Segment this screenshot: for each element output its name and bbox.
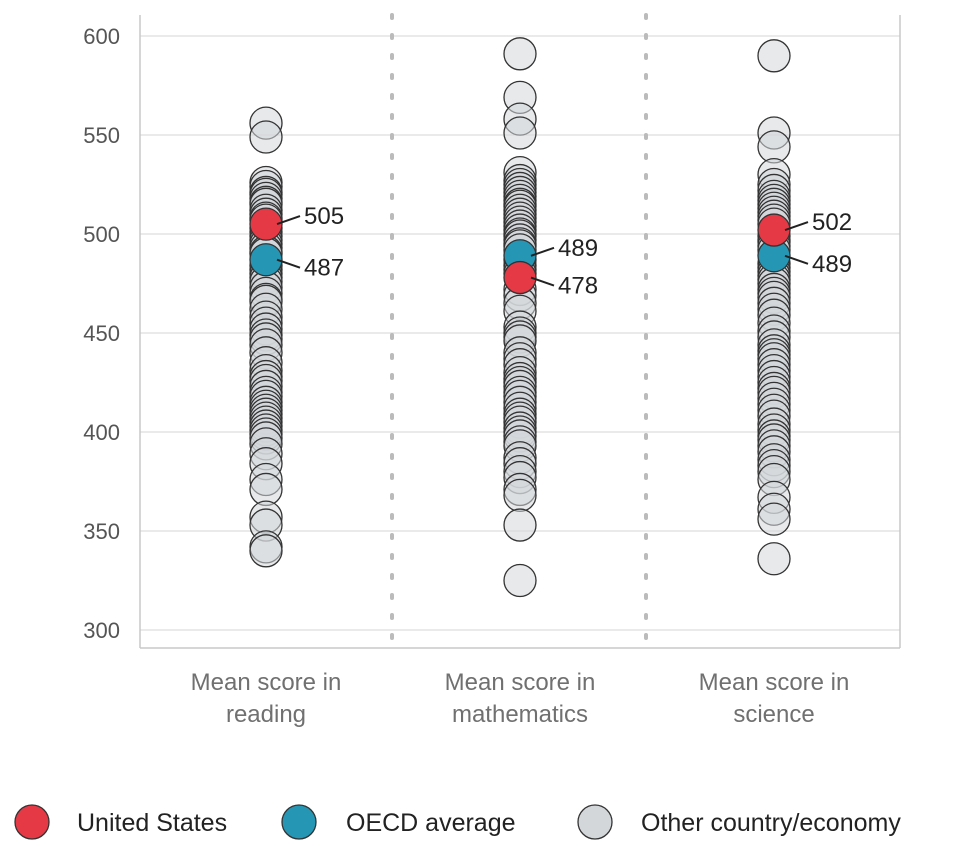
oecd-leader-line — [276, 258, 301, 269]
category-label-line: Mean score in — [445, 669, 596, 696]
other-country-point — [503, 478, 537, 513]
legend: United States OECD average Other country/e… — [14, 804, 901, 840]
category-label-line: reading — [226, 701, 306, 728]
legend-marker — [281, 804, 317, 840]
y-tick-label: 450 — [83, 321, 120, 346]
category-label-line: science — [733, 701, 814, 728]
legend-label: United States — [77, 809, 227, 837]
other-country-point — [757, 502, 791, 536]
category-label-line: Mean score in — [699, 669, 850, 696]
value-callouts: 505 487 478 489 502 489 — [276, 203, 852, 300]
legend-marker — [14, 804, 50, 840]
y-tick-label: 400 — [83, 420, 120, 445]
other-country-point — [503, 37, 537, 71]
us-value-label: 478 — [558, 273, 598, 300]
y-tick-label: 600 — [83, 24, 120, 49]
oecd-value-label: 487 — [304, 255, 344, 282]
us-leader-line — [784, 221, 809, 231]
other-country-points — [249, 37, 791, 598]
category-label: Mean score in science — [699, 669, 850, 728]
other-country-point — [757, 542, 791, 576]
y-tick-label: 300 — [83, 618, 120, 643]
x-category-labels: Mean score in reading Mean score in mathema… — [191, 669, 850, 728]
legend-label: OECD average — [346, 809, 516, 837]
category-label: Mean score in mathematics — [445, 669, 596, 728]
other-country-point — [249, 534, 283, 568]
legend-marker — [577, 804, 613, 840]
category-label-line: Mean score in — [191, 669, 342, 696]
other-country-point — [249, 120, 283, 154]
y-tick-label: 550 — [83, 123, 120, 148]
other-country-point — [757, 39, 791, 73]
us-point — [503, 260, 537, 295]
oecd-value-label: 489 — [812, 251, 852, 278]
y-axis-ticks: 300 350 400 450 500 550 600 — [83, 24, 120, 643]
us-value-label: 505 — [304, 203, 344, 230]
other-country-point — [503, 563, 537, 598]
plot-frame — [139, 15, 901, 649]
us-point — [757, 213, 791, 247]
us-point — [249, 207, 283, 241]
y-tick-label: 500 — [83, 222, 120, 247]
oecd-leader-line — [530, 246, 555, 257]
other-country-point — [503, 116, 537, 150]
oecd-leader-line — [784, 254, 809, 265]
y-tick-label: 350 — [83, 519, 120, 544]
other-country-point — [503, 508, 537, 542]
legend-label: Other country/economy — [641, 809, 901, 837]
oecd-value-label: 489 — [558, 235, 598, 262]
us-leader-line — [530, 276, 555, 287]
category-label-line: mathematics — [452, 701, 588, 728]
us-leader-line — [276, 215, 301, 226]
us-value-label: 502 — [812, 209, 852, 236]
category-label: Mean score in reading — [191, 669, 342, 728]
highlight-points — [249, 207, 791, 295]
oecd-point — [249, 243, 283, 277]
